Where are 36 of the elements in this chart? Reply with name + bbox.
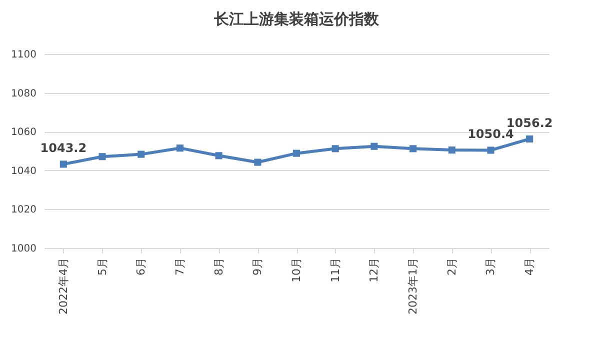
y-tick-label: 1040 xyxy=(11,166,36,177)
y-tick-label: 1020 xyxy=(11,204,36,216)
point xyxy=(292,150,300,157)
point xyxy=(410,145,417,152)
point xyxy=(332,145,339,152)
data-label: 1043.2 xyxy=(40,141,87,156)
point xyxy=(448,146,456,154)
point xyxy=(215,152,222,160)
x-tick-label: 9月 xyxy=(251,258,264,276)
chart-title: 长江上游集装箱运价指数 xyxy=(213,10,380,28)
point xyxy=(98,153,106,160)
y-tick-label: 1000 xyxy=(11,244,36,254)
x-tick-label: 12月 xyxy=(368,258,381,282)
x-tick-label: 5月 xyxy=(96,258,109,276)
x-tick-label: 7月 xyxy=(173,258,186,276)
data-label: 1056.2 xyxy=(506,116,553,130)
x-tick-label: 2023年1月 xyxy=(406,258,420,314)
point xyxy=(487,146,494,154)
point xyxy=(254,158,262,166)
x-tick-label: 6月 xyxy=(134,258,148,276)
x-tick-label: 11月 xyxy=(328,258,342,282)
data-label: 1050.4 xyxy=(468,127,514,142)
x-tick-label: 8月 xyxy=(212,258,226,276)
point xyxy=(138,150,145,158)
x-tick-label: 10月 xyxy=(290,258,303,282)
y-tick-label: 1060 xyxy=(11,127,36,138)
x-tick-label: 2月 xyxy=(445,258,458,276)
point xyxy=(60,160,67,168)
point xyxy=(176,144,184,152)
x-tick-label: 4月 xyxy=(523,258,536,276)
y-tick-label: 1100 xyxy=(11,50,36,60)
x-tick-label: 2022年4月 xyxy=(56,258,70,314)
x-tick-label: 3月 xyxy=(484,258,498,276)
point xyxy=(370,142,378,150)
point xyxy=(526,135,534,143)
y-tick-label: 1080 xyxy=(11,88,36,100)
